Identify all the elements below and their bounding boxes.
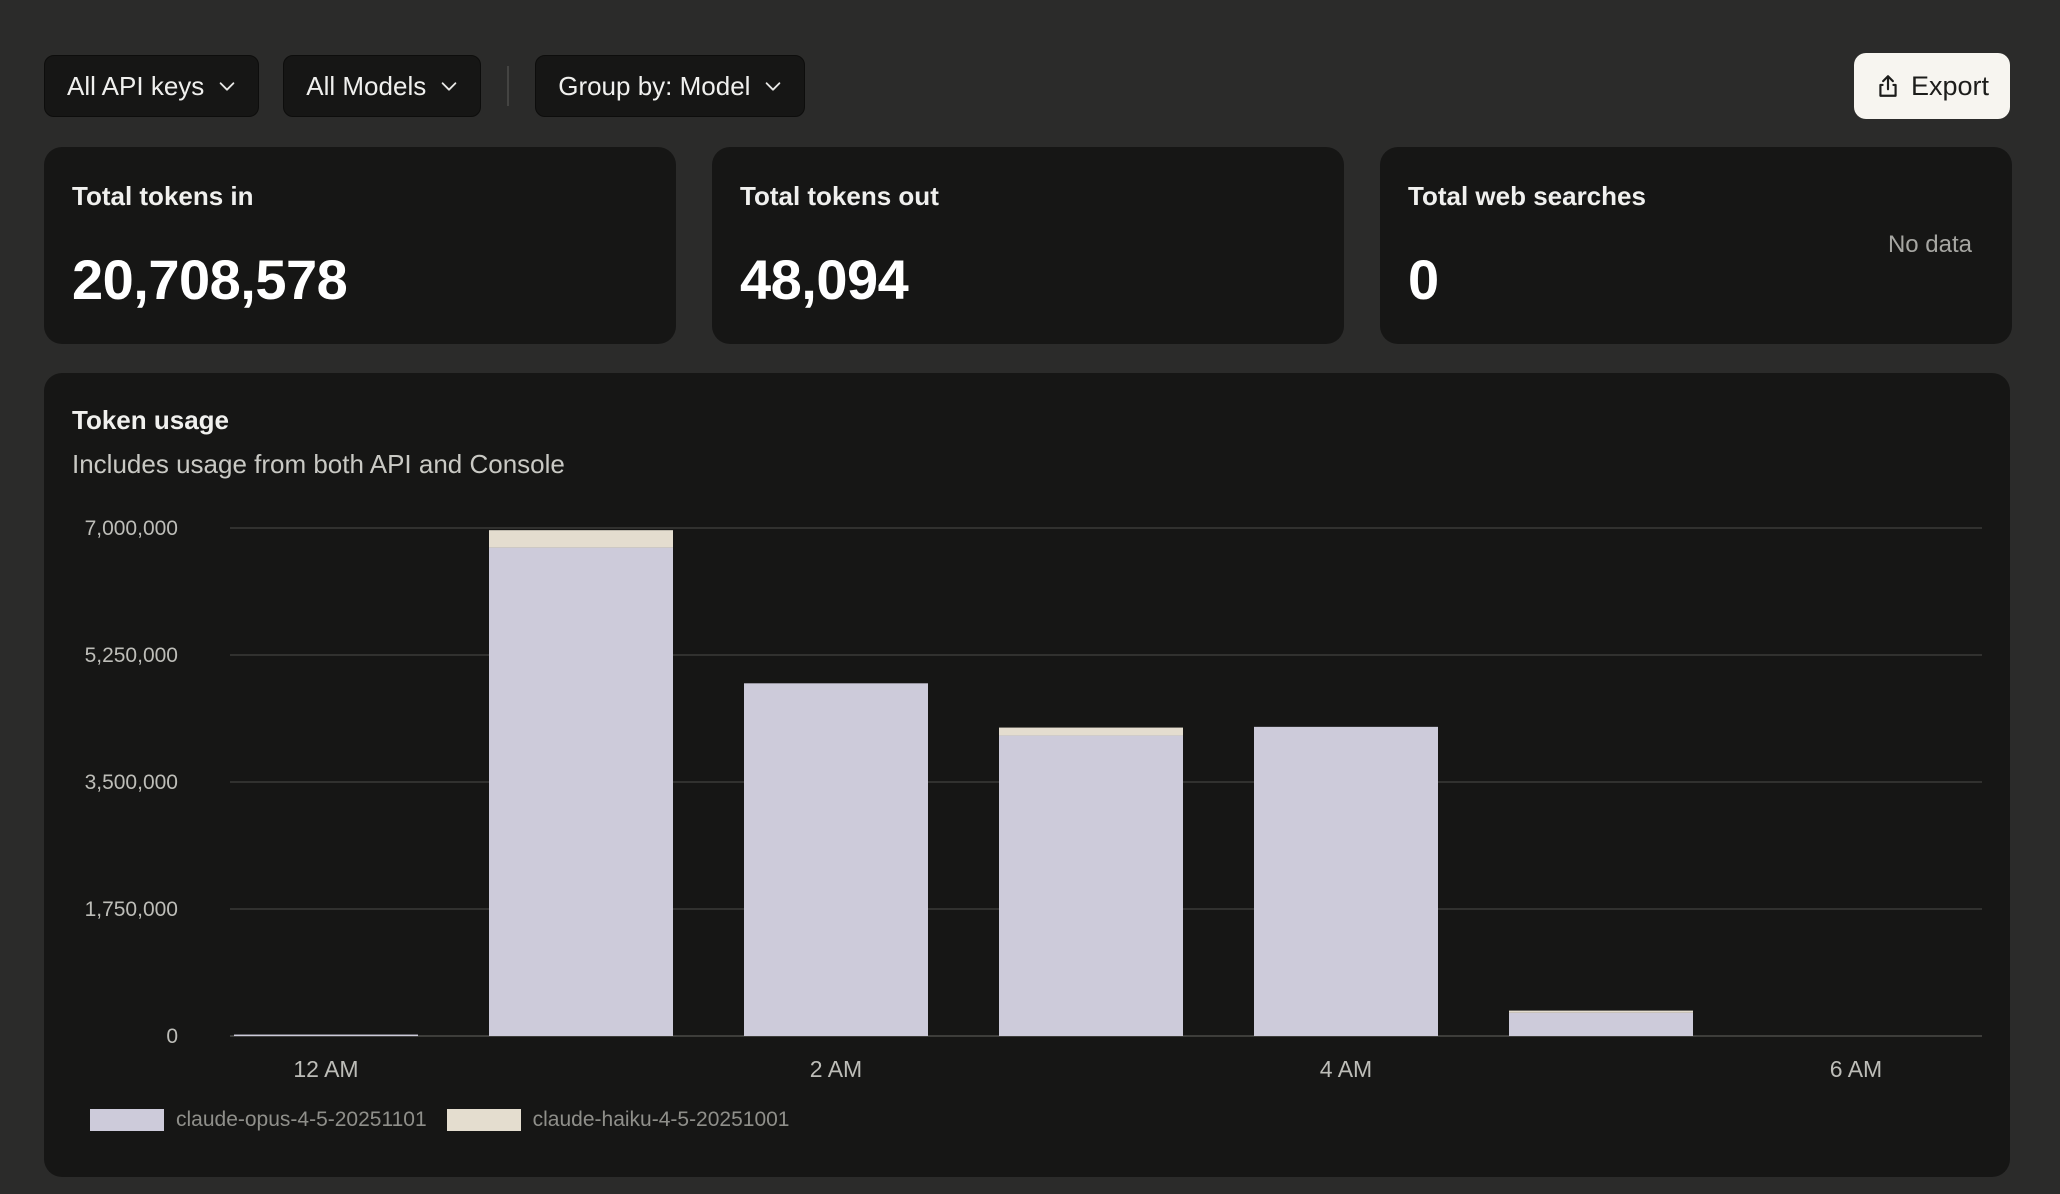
web-searches-card: Total web searches 0 No data <box>1380 147 2012 344</box>
legend-item[interactable]: claude-opus-4-5-20251101 <box>90 1108 427 1132</box>
token-usage-card: Token usage Includes usage from both API… <box>44 373 2010 1177</box>
bar-opus <box>1254 726 1438 1036</box>
web-searches-label: Total web searches <box>1408 181 1646 211</box>
web-searches-value: 0 <box>1408 248 1439 311</box>
group-by-dropdown[interactable]: Group by: Model <box>535 55 806 117</box>
api-keys-dropdown-label: All API keys <box>67 70 205 101</box>
legend-label: claude-haiku-4-5-20251001 <box>532 1108 790 1131</box>
models-dropdown-label: All Models <box>306 70 427 101</box>
tokens-in-value: 20,708,578 <box>72 248 348 311</box>
chevron-down-icon <box>766 82 781 91</box>
x-tick-label: 2 AM <box>810 1056 862 1082</box>
group-by-dropdown-label: Group by: Model <box>558 70 751 101</box>
bar-opus <box>234 1034 418 1037</box>
chevron-down-icon <box>219 82 235 91</box>
share-export-icon <box>1879 75 1897 97</box>
filter-toolbar: All API keys All Models Group by: Model … <box>44 53 2010 119</box>
tokens-in-card: Total tokens in 20,708,578 <box>44 147 676 344</box>
legend-item[interactable]: claude-haiku-4-5-20251001 <box>446 1108 790 1132</box>
export-button-label: Export <box>1910 70 1990 101</box>
api-keys-dropdown[interactable]: All API keys <box>44 55 260 117</box>
legend-swatch <box>446 1109 521 1131</box>
bar-opus <box>744 683 928 1036</box>
y-tick-label: 7,000,000 <box>85 517 178 540</box>
tokens-out-card: Total tokens out 48,094 <box>712 147 1344 344</box>
x-tick-label: 4 AM <box>1320 1056 1372 1082</box>
tokens-out-value: 48,094 <box>740 248 909 311</box>
token-usage-chart: 0 1,750,000 3,500,000 5,250,000 7,000,000 12 … <box>85 517 1982 1082</box>
y-tick-label: 5,250,000 <box>85 644 178 667</box>
models-dropdown[interactable]: All Models <box>283 55 482 117</box>
y-tick-label: 0 <box>166 1025 178 1048</box>
bar-opus <box>999 735 1183 1036</box>
chart-title: Token usage <box>72 405 230 435</box>
legend-swatch <box>90 1109 164 1131</box>
x-tick-label: 6 AM <box>1830 1056 1882 1082</box>
no-data-note: No data <box>1887 231 1972 258</box>
bar-haiku <box>1509 1010 1693 1013</box>
tokens-out-label: Total tokens out <box>740 181 939 211</box>
legend-label: claude-opus-4-5-20251101 <box>176 1108 427 1131</box>
export-button[interactable]: Export <box>1854 53 2010 119</box>
x-tick-label: 12 AM <box>293 1056 358 1082</box>
y-tick-label: 1,750,000 <box>85 898 178 921</box>
tokens-in-label: Total tokens in <box>72 181 254 211</box>
bar-opus <box>489 547 673 1036</box>
chart-legend: claude-opus-4-5-20251101 claude-haiku-4-5… <box>90 1108 810 1132</box>
chart-subtitle: Includes usage from both API and Console <box>72 449 565 479</box>
chevron-down-icon <box>441 82 457 91</box>
y-tick-label: 3,500,000 <box>85 771 178 794</box>
bar-opus <box>1509 1012 1693 1036</box>
bar-haiku <box>489 530 673 548</box>
toolbar-divider <box>507 66 510 106</box>
bar-haiku <box>999 727 1183 736</box>
